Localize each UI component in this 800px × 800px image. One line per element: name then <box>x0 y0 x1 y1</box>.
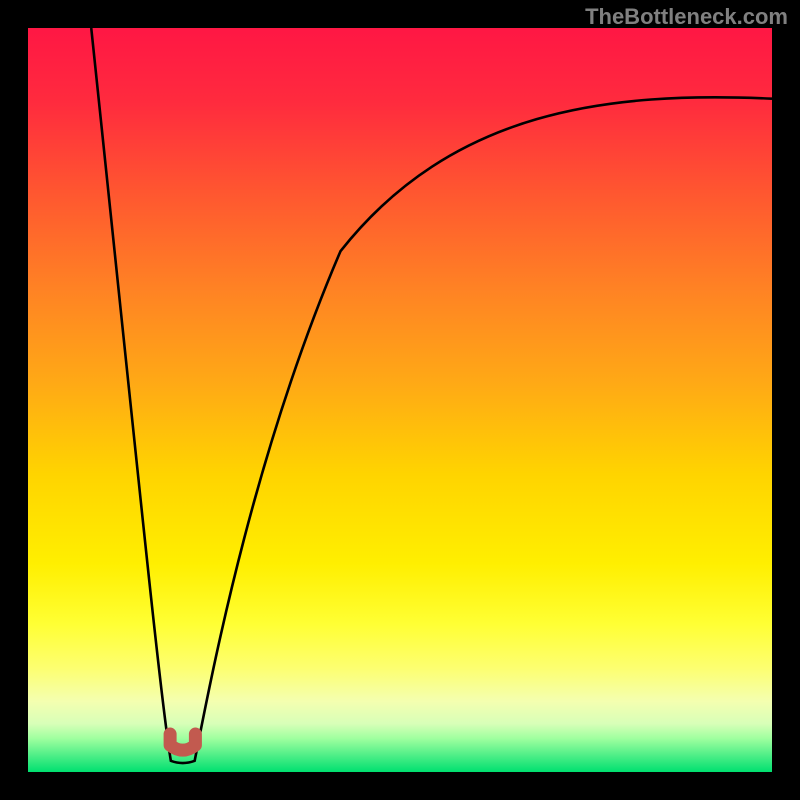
plot-background <box>28 28 772 772</box>
watermark-text: TheBottleneck.com <box>585 4 788 30</box>
chart-container: TheBottleneck.com <box>0 0 800 800</box>
chart-svg <box>0 0 800 800</box>
